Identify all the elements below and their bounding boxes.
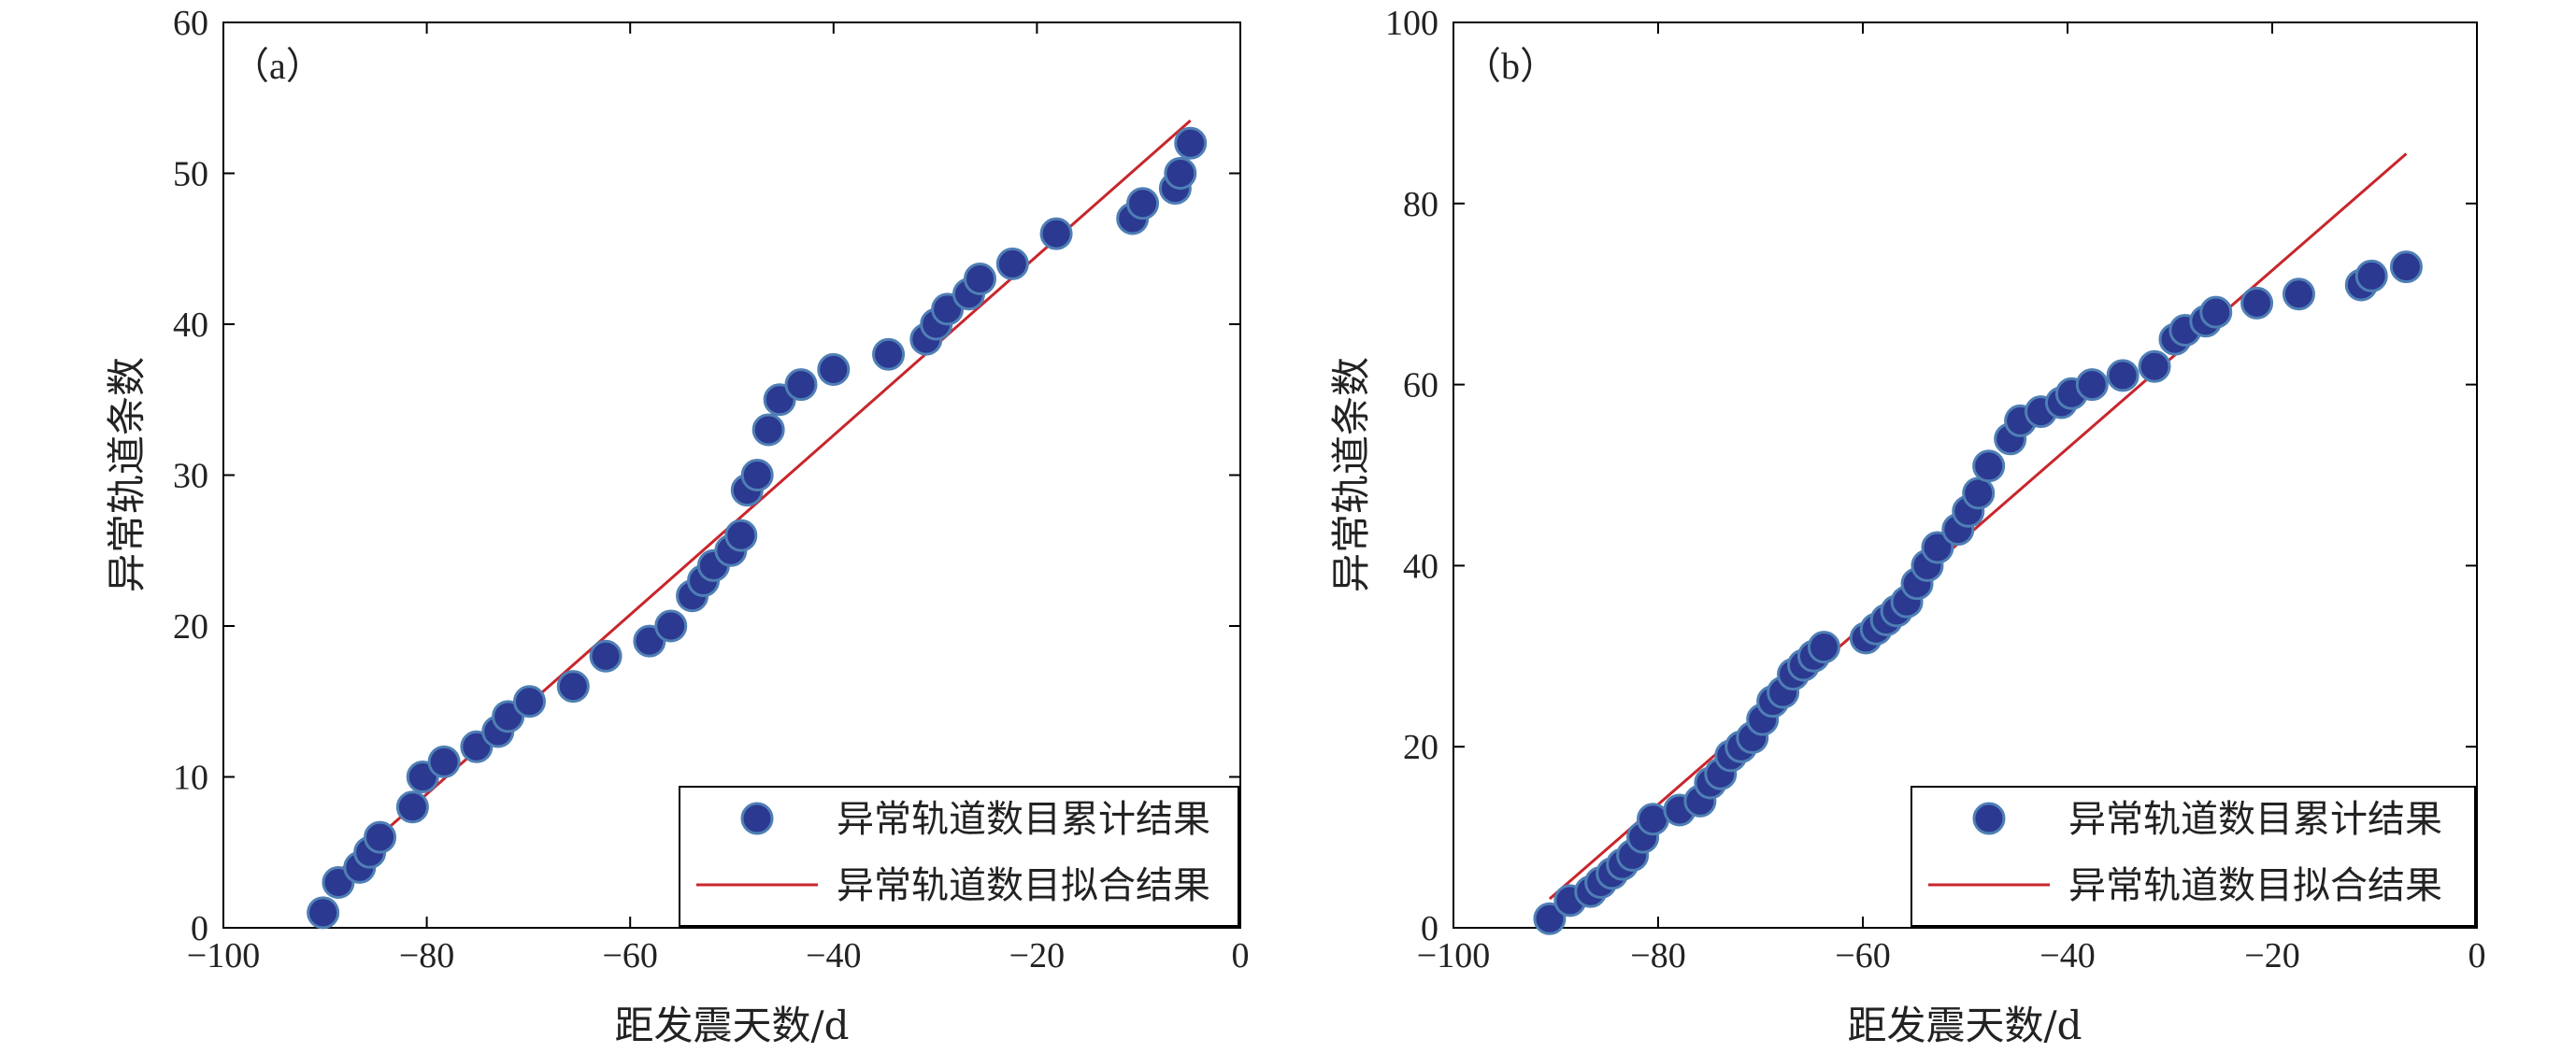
x-tick-label: −60 [602, 936, 657, 975]
data-point [995, 247, 1029, 280]
x-axis-title: 距发震天数/d [614, 1003, 849, 1048]
x-tick-label: −40 [806, 936, 861, 975]
data-point [751, 413, 785, 447]
legend-box [679, 786, 1239, 927]
data-point [872, 337, 906, 371]
y-tick-label: 40 [173, 306, 208, 345]
y-tick-label: 50 [173, 155, 208, 194]
x-axis-title: 距发震天数/d [1847, 1003, 2082, 1048]
data-point [427, 745, 461, 778]
data-point [817, 352, 851, 386]
y-tick-label: 20 [1403, 728, 1438, 767]
data-point [2075, 368, 2109, 402]
data-point [1164, 157, 1197, 190]
panel-label: （b） [1464, 45, 1557, 87]
data-point [963, 263, 996, 296]
data-point [740, 459, 774, 491]
data-point [784, 368, 818, 402]
panel-label: （a） [232, 45, 323, 87]
y-axis-title: 异常轨道条数 [104, 357, 150, 592]
y-axis-title: 异常轨道条数 [1328, 357, 1374, 592]
y-tick-label: 20 [173, 607, 208, 647]
x-tick-label: −40 [2039, 936, 2095, 975]
legend: 异常轨道数目累计结果 异常轨道数目拟合结果 [1911, 786, 2476, 927]
data-point [1533, 902, 1567, 935]
y-tick-label: 100 [1385, 4, 1438, 43]
y-tick-label: 60 [173, 4, 208, 43]
legend-marker-points [740, 802, 774, 835]
axis-ticks: −100 −80 −60 −40 −20 0 0 10 20 30 40 50 60 [173, 4, 1250, 975]
data-point [2354, 259, 2388, 292]
data-point [2199, 295, 2233, 329]
y-tick-label: 30 [173, 457, 208, 496]
data-point [1972, 449, 2006, 483]
data-point [1921, 531, 1954, 564]
y-tick-label: 0 [1421, 909, 1438, 948]
data-point [2138, 349, 2171, 383]
x-tick-label: 0 [2469, 936, 2486, 975]
x-tick-label: −20 [2244, 936, 2299, 975]
legend-box [1911, 786, 2476, 927]
data-point [589, 639, 623, 673]
data-point [556, 670, 590, 704]
data-point [654, 609, 688, 643]
legend-marker-points [1972, 802, 2006, 835]
chart-panel-a: −100 −80 −60 −40 −20 0 0 10 20 30 40 50 60 （a） 距发震天数… [104, 4, 1250, 1048]
legend-label-points: 异常轨道数目累计结果 [2068, 798, 2442, 841]
data-point [307, 896, 340, 930]
legend-label-line: 异常轨道数目拟合结果 [2068, 864, 2442, 907]
axis-ticks: −100 −80 −60 −40 −20 0 0 20 40 60 80 100 [1385, 4, 2486, 975]
data-point [2106, 359, 2140, 392]
y-tick-label: 40 [1403, 547, 1438, 586]
data-point [395, 790, 429, 824]
data-point [2282, 277, 2315, 311]
data-point [1962, 477, 1996, 510]
data-point [2389, 250, 2423, 284]
data-point [1807, 631, 1840, 664]
y-tick-label: 60 [1403, 366, 1438, 406]
plot-area-frame [1453, 21, 2478, 929]
x-tick-label: −60 [1835, 936, 1890, 975]
data-point [364, 820, 397, 854]
data-point [1126, 187, 1160, 221]
legend-label-points: 异常轨道数目累计结果 [837, 798, 1210, 841]
data-point [724, 519, 758, 552]
x-tick-label: −80 [1630, 936, 1685, 975]
legend: 异常轨道数目累计结果 异常轨道数目拟合结果 [679, 786, 1239, 927]
data-point [1039, 217, 1073, 250]
x-tick-label: −100 [1417, 936, 1490, 975]
x-tick-label: −80 [399, 936, 454, 975]
fit-line [1548, 152, 2408, 901]
x-tick-label: −100 [187, 936, 260, 975]
legend-label-line: 异常轨道数目拟合结果 [837, 864, 1210, 907]
y-tick-label: 10 [173, 759, 208, 798]
data-point [1174, 126, 1208, 160]
data-point [512, 685, 546, 719]
x-tick-label: 0 [1232, 936, 1250, 975]
data-point [2240, 286, 2274, 320]
y-tick-label: 0 [191, 909, 208, 948]
x-tick-label: −20 [1009, 936, 1065, 975]
chart-panel-b: −100 −80 −60 −40 −20 0 0 20 40 60 80 100 （b） 距发震天数/… [1328, 4, 2486, 1048]
y-tick-label: 80 [1403, 185, 1438, 224]
